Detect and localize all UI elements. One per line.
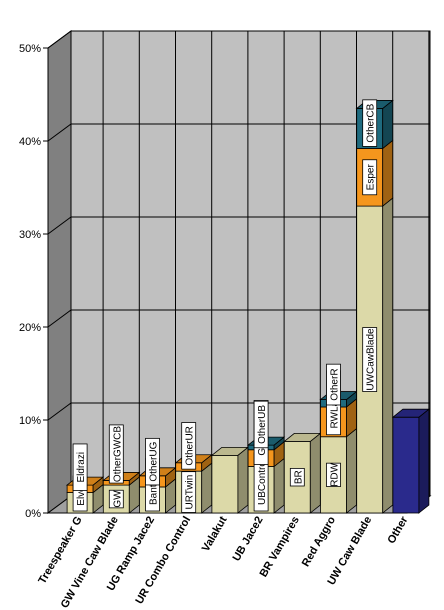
bar-side <box>309 432 321 514</box>
segment-label-box <box>362 99 378 147</box>
bar-side <box>201 462 213 514</box>
segment-label: OtherUR <box>181 422 197 470</box>
bars <box>65 99 431 514</box>
bar-front <box>392 416 420 514</box>
bar-side <box>346 427 357 514</box>
segment-label-box <box>181 471 197 513</box>
segment-label-text: OtherR <box>330 368 341 400</box>
bar-top <box>391 408 431 418</box>
segment-label-text: URTwin <box>185 475 196 510</box>
segment-label-box <box>289 467 305 487</box>
segment-label: OtherGWCB <box>108 424 124 484</box>
y-tick-label: 40% <box>19 136 41 148</box>
segment-label-box <box>253 400 269 449</box>
segment-label: GW <box>108 489 124 509</box>
segment-label-text: Elves <box>76 481 87 505</box>
segment-label: UWCawBlade <box>362 327 378 392</box>
segment-label: OtherUG <box>145 437 160 486</box>
y-axis-ticks: 0% 10% 20% 30% 40% 50% <box>19 43 48 520</box>
segment-label-text: OtherUB <box>257 405 268 444</box>
x-category-label: Valakut <box>200 514 230 554</box>
segment-label: Eldrazi <box>72 443 88 491</box>
bar-segment <box>283 432 322 514</box>
x-category-label: Red Aggro <box>300 514 338 569</box>
segment-label-text: UBControl <box>257 459 268 505</box>
x-category-label: BR Vampires <box>258 515 302 580</box>
segment-label-text: RDW <box>330 462 341 486</box>
segment-label-text: Eldrazi <box>76 452 87 483</box>
segment-label-text: OtherCB <box>366 103 377 142</box>
segment-label: OtherUB <box>253 400 269 449</box>
segment-label-box <box>181 422 197 470</box>
segment-label-text: BR <box>293 470 304 484</box>
segment-label-box <box>326 462 341 487</box>
segment-label: Esper <box>362 159 378 196</box>
segment-label-box <box>362 159 378 196</box>
gridline <box>47 123 430 142</box>
gridline <box>47 402 430 421</box>
gridline <box>47 309 430 328</box>
x-category-label: UB Jace2 <box>231 515 266 564</box>
bar-front <box>211 454 239 514</box>
y-tick-label: 10% <box>19 415 41 427</box>
segment-label-text: OtherUR <box>185 426 196 465</box>
segment-label: OtherR <box>326 363 341 406</box>
segment-label-text: Esper <box>366 164 377 191</box>
bar-segment <box>356 139 394 207</box>
x-category-label: Other <box>385 514 410 546</box>
bar-side <box>382 197 394 514</box>
segment-label: URTwin <box>181 471 197 513</box>
y-tick-label: 20% <box>19 322 41 334</box>
y-tick-label: 0% <box>25 508 41 520</box>
segment-label-box <box>108 424 124 484</box>
segment-label-text: OtherUG <box>149 441 160 481</box>
segment-label-box <box>72 443 88 491</box>
bar-side <box>273 457 285 514</box>
bar-segment <box>210 446 250 514</box>
segment-label: OtherCB <box>362 99 378 147</box>
bar-side <box>382 139 394 207</box>
segment-label: UBControl <box>253 452 269 512</box>
segment-label-text: GW <box>112 490 123 508</box>
segment-label: RDW <box>326 462 341 487</box>
segment-label-box <box>108 489 124 509</box>
gridline <box>47 216 430 235</box>
gridline <box>47 30 430 49</box>
segment-label-text: OtherGWCB <box>112 426 123 482</box>
bar-segment <box>391 408 431 514</box>
y-tick-label: 50% <box>19 43 41 55</box>
segment-label-text: UWCawBlade <box>366 328 377 391</box>
segment-label-box <box>362 327 378 392</box>
segment-label-box <box>326 363 341 406</box>
segment-label-box <box>145 437 160 486</box>
side-wall <box>47 30 72 514</box>
segment-label: BR <box>289 467 305 487</box>
bar-side <box>237 446 249 514</box>
segment-labels: ElvesEldraziGWOtherGWCBBantVineOtherUGUR… <box>72 99 378 513</box>
bar-side <box>418 408 430 514</box>
y-tick-label: 30% <box>19 229 41 241</box>
